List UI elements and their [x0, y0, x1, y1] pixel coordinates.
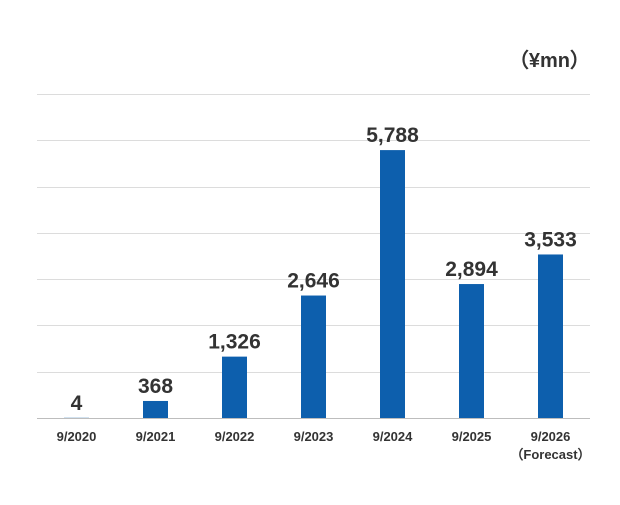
value-labels: 4 368 1,326 2,646 5,788 2,894 3,533 [71, 124, 577, 415]
bar-9-2022 [222, 356, 247, 418]
bar-9-2023 [301, 295, 326, 418]
unit-label: （¥mn） [509, 49, 590, 72]
bar-9-2021 [143, 400, 168, 418]
x-tick-label: 9/2022 [215, 429, 255, 444]
x-tick-label: 9/2023 [294, 429, 334, 444]
value-label: 5,788 [366, 124, 419, 147]
x-tick-label: 9/2026 [531, 429, 571, 444]
bar-9-2025 [459, 284, 484, 418]
x-tick-label: 9/2020 [57, 429, 97, 444]
x-tick-label: 9/2021 [136, 429, 176, 444]
value-label: 4 [71, 392, 83, 415]
bar-9-2026 [538, 254, 563, 418]
bar-9-2024 [380, 150, 405, 419]
x-tick-label: 9/2025 [452, 429, 492, 444]
value-label: 3,533 [524, 228, 577, 251]
value-label: 2,646 [287, 270, 340, 293]
x-axis-ticks: 9/2020 9/2021 9/2022 9/2023 9/2024 9/2025 9/20… [57, 429, 591, 462]
bars [64, 150, 563, 419]
x-tick-note: （Forecast） [510, 447, 590, 462]
gridlines [37, 94, 590, 373]
value-label: 1,326 [208, 331, 261, 354]
value-label: 368 [138, 375, 173, 398]
value-label: 2,894 [445, 258, 498, 281]
x-tick-label: 9/2024 [373, 429, 414, 444]
